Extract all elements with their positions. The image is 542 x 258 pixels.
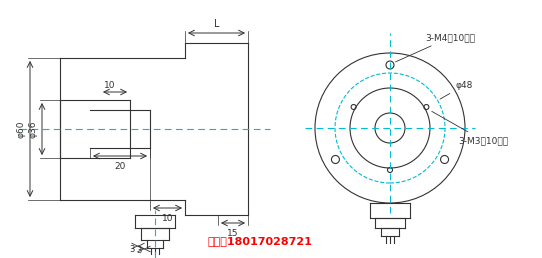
Text: 10: 10 bbox=[104, 81, 116, 90]
Text: 10: 10 bbox=[162, 214, 173, 223]
Text: L: L bbox=[214, 19, 220, 29]
Text: 3-M3深10均布: 3-M3深10均布 bbox=[432, 111, 508, 145]
Text: φ48: φ48 bbox=[440, 81, 473, 99]
Text: 手机：18017028721: 手机：18017028721 bbox=[208, 236, 312, 246]
Text: φ36: φ36 bbox=[29, 120, 38, 138]
Text: 20: 20 bbox=[114, 162, 126, 171]
Text: 3: 3 bbox=[130, 245, 135, 254]
Text: 3: 3 bbox=[136, 246, 141, 255]
Text: φ60: φ60 bbox=[17, 120, 26, 138]
Text: 15: 15 bbox=[227, 229, 238, 238]
Text: 3-M4深10均布: 3-M4深10均布 bbox=[396, 33, 475, 62]
